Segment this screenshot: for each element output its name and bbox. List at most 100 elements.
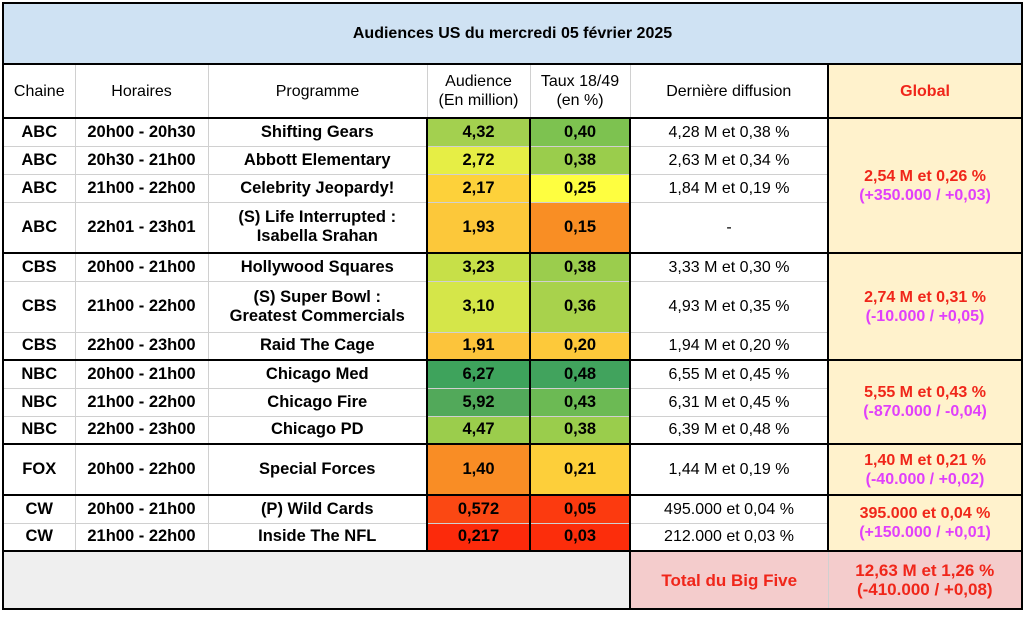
chaine-cell: ABC (2, 201, 76, 254)
table-row: CW 21h00 - 22h00 Inside The NFL 0,217 0,… (2, 522, 1022, 552)
derniere-diffusion-cell: 6,55 M et 0,45 % (629, 359, 829, 389)
horaires-cell: 20h00 - 21h00 (74, 494, 209, 524)
derniere-diffusion-cell: 3,33 M et 0,30 % (629, 252, 829, 282)
audience-cell: 6,27 (426, 359, 531, 389)
header-chaine: Chaine (2, 63, 76, 119)
table-row: ABC 22h01 - 23h01 (S) Life Interrupted :… (2, 201, 1022, 254)
programme-cell: Abbott Elementary (207, 145, 428, 175)
derniere-diffusion-cell: 4,28 M et 0,38 % (629, 117, 829, 147)
taux-cell: 0,05 (530, 494, 631, 524)
global-cell: 5,55 M et 0,43 % (-870.000 / -0,04) (826, 359, 1023, 445)
programme-line: Chicago PD (270, 420, 364, 439)
header-taux: Taux 18/49 (en %) (529, 63, 631, 119)
derniere-diffusion-cell: - (629, 201, 829, 254)
horaires-cell: 22h01 - 23h01 (74, 201, 209, 254)
chaine-cell: CW (2, 494, 76, 524)
programme-cell: Chicago Fire (207, 387, 428, 417)
total-label: Total du Big Five (629, 550, 829, 610)
programme-line: Shifting Gears (260, 122, 374, 141)
audience-cell: 5,92 (426, 387, 531, 417)
global-main: 395.000 et 0,04 % (859, 505, 991, 522)
chaine-cell: CBS (2, 331, 76, 361)
programme-cell: Shifting Gears (207, 117, 428, 147)
programme-cell: (S) Life Interrupted : Isabella Srahan (207, 201, 428, 254)
programme-cell: Raid The Cage (207, 331, 428, 361)
audience-cell: 1,91 (426, 331, 531, 361)
programme-line: Chicago Fire (267, 392, 368, 411)
audience-cell: 4,32 (426, 117, 531, 147)
taux-cell: 0,21 (530, 443, 631, 496)
programme-line: (S) Super Bowl : (253, 287, 381, 306)
chaine-cell: ABC (2, 145, 76, 175)
horaires-cell: 21h00 - 22h00 (74, 387, 209, 417)
derniere-diffusion-cell: 6,39 M et 0,48 % (629, 415, 829, 445)
programme-cell: (S) Super Bowl : Greatest Commercials (207, 280, 428, 333)
programme-line: Chicago Med (265, 364, 369, 383)
table-row: NBC 20h00 - 21h00 Chicago Med 6,27 0,48 … (2, 359, 1023, 445)
taux-cell: 0,15 (530, 201, 631, 254)
global-diff: (+350.000 / +0,03) (859, 186, 991, 204)
audience-cell: 4,47 (426, 415, 531, 445)
programme-line: Raid The Cage (259, 336, 375, 355)
global-diff: (-10.000 / +0,05) (865, 307, 985, 325)
taux-cell: 0,38 (530, 145, 631, 175)
taux-cell: 0,25 (530, 173, 631, 203)
derniere-diffusion-cell: 1,84 M et 0,19 % (629, 173, 829, 203)
table-title: Audiences US du mercredi 05 février 2025 (1, 2, 1023, 65)
programme-line: Celebrity Jeopardy! (240, 178, 395, 197)
total-main: 12,63 M et 1,26 % (855, 561, 995, 580)
horaires-cell: 21h00 - 22h00 (74, 522, 209, 552)
global-cell: 2,74 M et 0,31 % (-10.000 / +0,05) (826, 252, 1023, 361)
audience-cell: 2,72 (426, 145, 531, 175)
global-diff: (+150.000 / +0,01) (859, 524, 991, 541)
audience-cell: 1,40 (426, 443, 531, 496)
table-row: FOX 20h00 - 22h00 Special Forces 1,40 0,… (2, 443, 1023, 496)
table-row: NBC 22h00 - 23h00 Chicago PD 4,47 0,38 6… (2, 415, 1022, 445)
programme-cell: Chicago PD (207, 415, 428, 445)
audience-cell: 0,217 (426, 522, 531, 552)
table-row: CBS 22h00 - 23h00 Raid The Cage 1,91 0,2… (2, 331, 1022, 361)
programme-line: Abbott Elementary (243, 150, 391, 169)
audience-cell: 0,572 (426, 494, 531, 524)
programme-line: Inside The NFL (258, 527, 377, 546)
audience-cell: 1,93 (426, 201, 531, 254)
horaires-cell: 22h00 - 23h00 (74, 415, 209, 445)
horaires-cell: 20h00 - 21h00 (74, 359, 209, 389)
taux-cell: 0,38 (530, 415, 631, 445)
empty-grey-cell (2, 550, 631, 610)
audience-cell: 3,23 (426, 252, 531, 282)
programme-line: Isabella Srahan (256, 227, 378, 246)
horaires-cell: 20h00 - 21h00 (74, 252, 209, 282)
derniere-diffusion-cell: 1,94 M et 0,20 % (629, 331, 829, 361)
global-cell: 395.000 et 0,04 % (+150.000 / +0,01) (826, 494, 1023, 552)
taux-cell: 0,40 (530, 117, 631, 147)
derniere-diffusion-cell: 495.000 et 0,04 % (629, 494, 829, 524)
programme-cell: Celebrity Jeopardy! (207, 173, 428, 203)
programme-line: (S) Life Interrupted : (238, 208, 397, 227)
global-main: 2,74 M et 0,31 % (864, 288, 986, 306)
table-row: NBC 21h00 - 22h00 Chicago Fire 5,92 0,43… (2, 387, 1022, 417)
programme-cell: Chicago Med (207, 359, 428, 389)
header-taux-line2: (en %) (556, 92, 604, 109)
taux-cell: 0,03 (530, 522, 631, 552)
horaires-cell: 21h00 - 22h00 (74, 280, 209, 333)
programme-line: Greatest Commercials (229, 306, 405, 325)
taux-cell: 0,48 (530, 359, 631, 389)
chaine-cell: NBC (2, 415, 76, 445)
header-audience-line2: (En million) (438, 92, 519, 109)
programme-cell: (P) Wild Cards (207, 494, 428, 524)
chaine-cell: ABC (2, 173, 76, 203)
taux-cell: 0,20 (530, 331, 631, 361)
programme-line: Special Forces (259, 460, 376, 478)
header-audience-line1: Audience (445, 73, 512, 90)
horaires-cell: 22h00 - 23h00 (74, 331, 209, 361)
taux-cell: 0,38 (530, 252, 631, 282)
global-main: 1,40 M et 0,21 % (864, 451, 986, 469)
title-row: Audiences US du mercredi 05 février 2025 (1, 2, 1023, 65)
global-diff: (-40.000 / +0,02) (865, 470, 985, 488)
programme-cell: Special Forces (207, 443, 428, 496)
table-row: ABC 20h00 - 20h30 Shifting Gears 4,32 0,… (2, 117, 1023, 254)
total-value-cell: 12,63 M et 1,26 % (-410.000 / +0,08) (827, 550, 1023, 610)
derniere-diffusion-cell: 6,31 M et 0,45 % (629, 387, 829, 417)
table-row: ABC 20h30 - 21h00 Abbott Elementary 2,72… (2, 145, 1022, 175)
